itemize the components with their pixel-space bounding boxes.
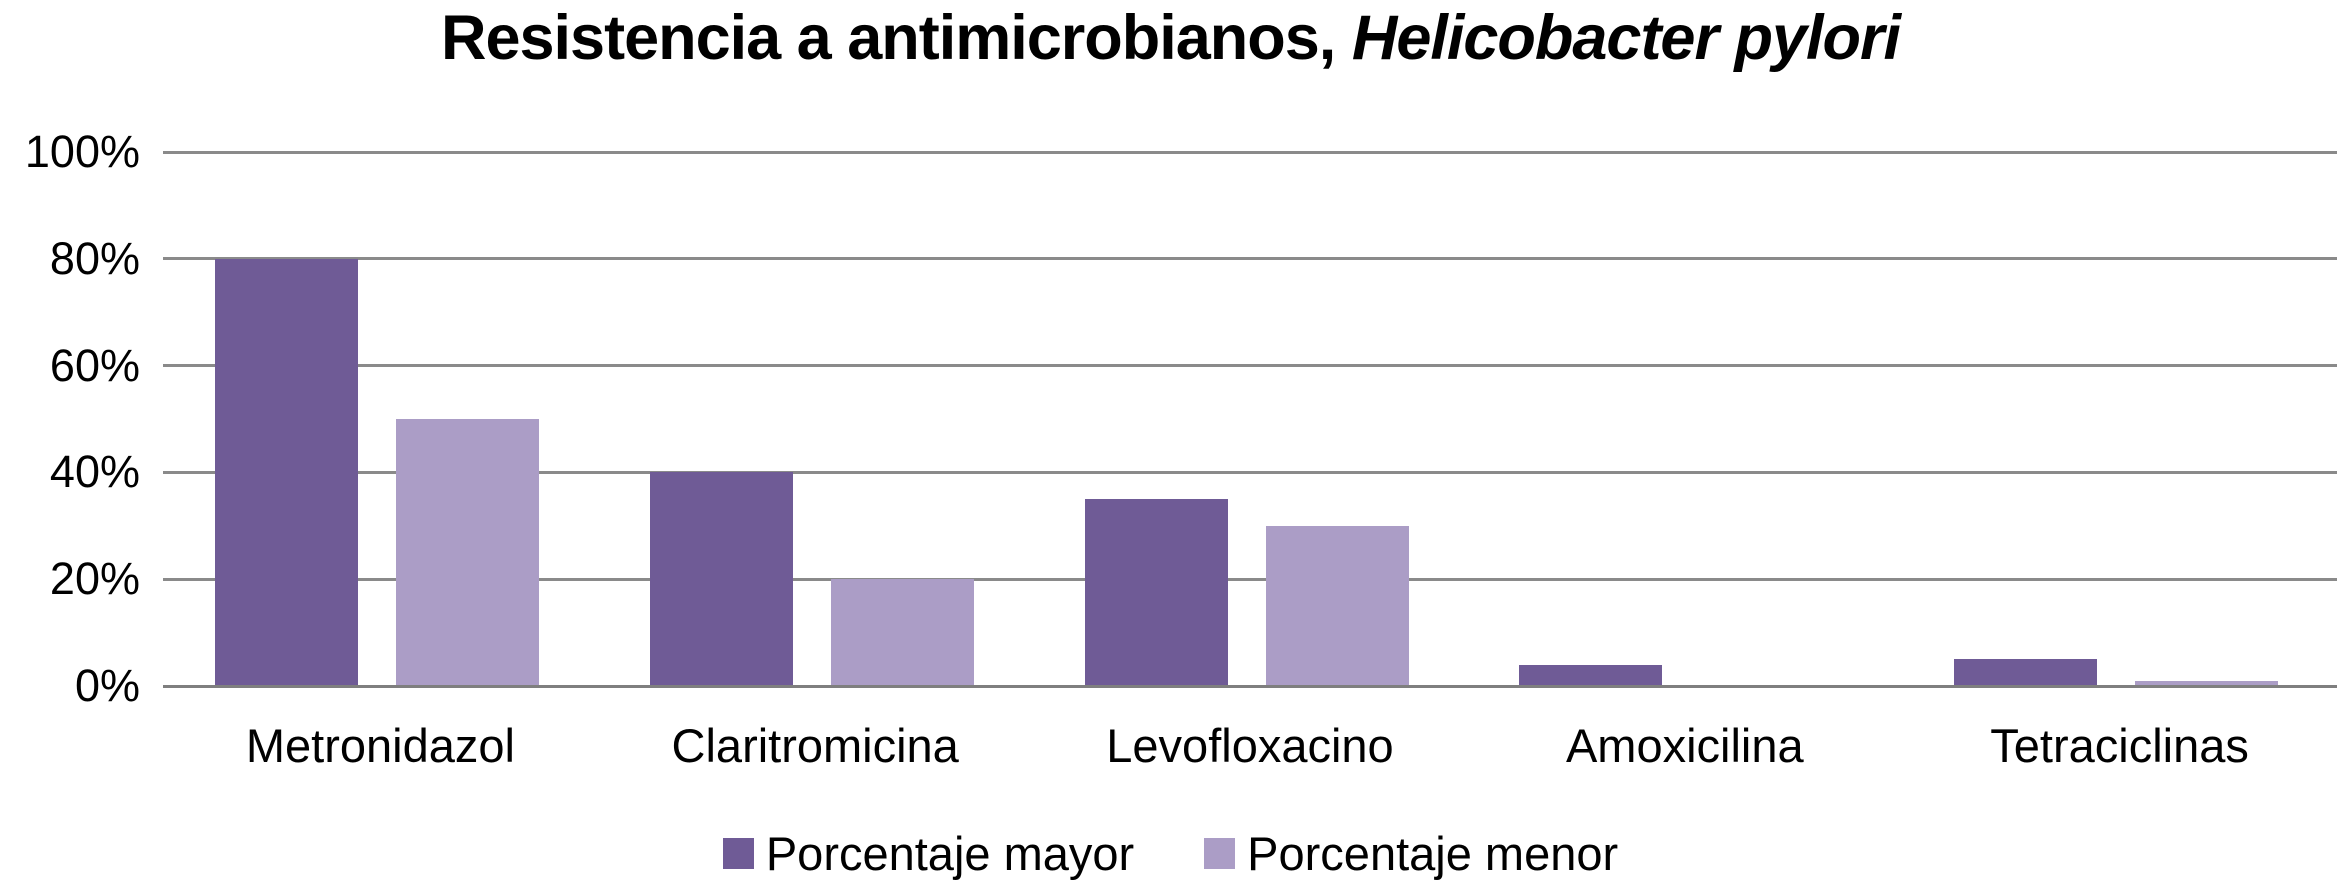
x-axis-category-label: Metronidazol: [245, 719, 515, 772]
legend-item: Porcentaje mayor: [722, 826, 1135, 881]
x-axis-category-label: Tetraciclinas: [1990, 719, 2249, 772]
chart-title-text: Resistencia a antimicrobianos,: [440, 3, 1352, 73]
bar: [830, 579, 974, 686]
legend-label: Porcentaje menor: [1247, 827, 1619, 880]
bar: [2135, 680, 2279, 686]
plot-area: [163, 150, 2337, 688]
bar: [1265, 525, 1409, 686]
gridline: [163, 257, 2337, 261]
bar: [396, 419, 539, 686]
y-axis-tick-label: 20%: [49, 553, 140, 605]
y-axis-tick-label: 100%: [24, 126, 140, 177]
y-axis: 0% 20% 40% 60% 80% 100%: [0, 126, 140, 711]
gridline: [163, 470, 2337, 474]
legend-swatch: [1204, 838, 1236, 869]
y-axis-tick-label: 80%: [49, 232, 140, 284]
y-axis-tick-label: 40%: [49, 446, 140, 498]
bar: [1954, 659, 2098, 686]
gridline: [163, 150, 2337, 154]
x-axis-baseline: [163, 684, 2337, 688]
legend-item: Porcentaje menor: [1204, 826, 1618, 881]
x-axis: Metronidazol Claritromicina Levofloxacino A…: [163, 718, 2337, 773]
bar: [215, 258, 358, 686]
x-axis-category-label: Levofloxacino: [1106, 719, 1394, 772]
x-axis-category-label: Claritromicina: [671, 719, 959, 772]
y-axis-tick-label: 60%: [49, 339, 140, 391]
bar: [1519, 664, 1663, 686]
gridline: [163, 577, 2337, 581]
bar: [649, 472, 793, 686]
legend-swatch: [722, 838, 754, 869]
chart-title-species: Helicobacter pylori: [1351, 3, 1901, 73]
chart-title: Resistencia a antimicrobianos, Helicobac…: [0, 2, 2341, 74]
legend: Porcentaje mayor Porcentaje menor: [0, 826, 2341, 881]
legend-label: Porcentaje mayor: [765, 827, 1135, 880]
bar: [1084, 499, 1228, 686]
y-axis-tick-label: 0%: [74, 660, 140, 711]
x-axis-category-label: Amoxicilina: [1565, 719, 1804, 772]
gridline: [163, 364, 2337, 368]
